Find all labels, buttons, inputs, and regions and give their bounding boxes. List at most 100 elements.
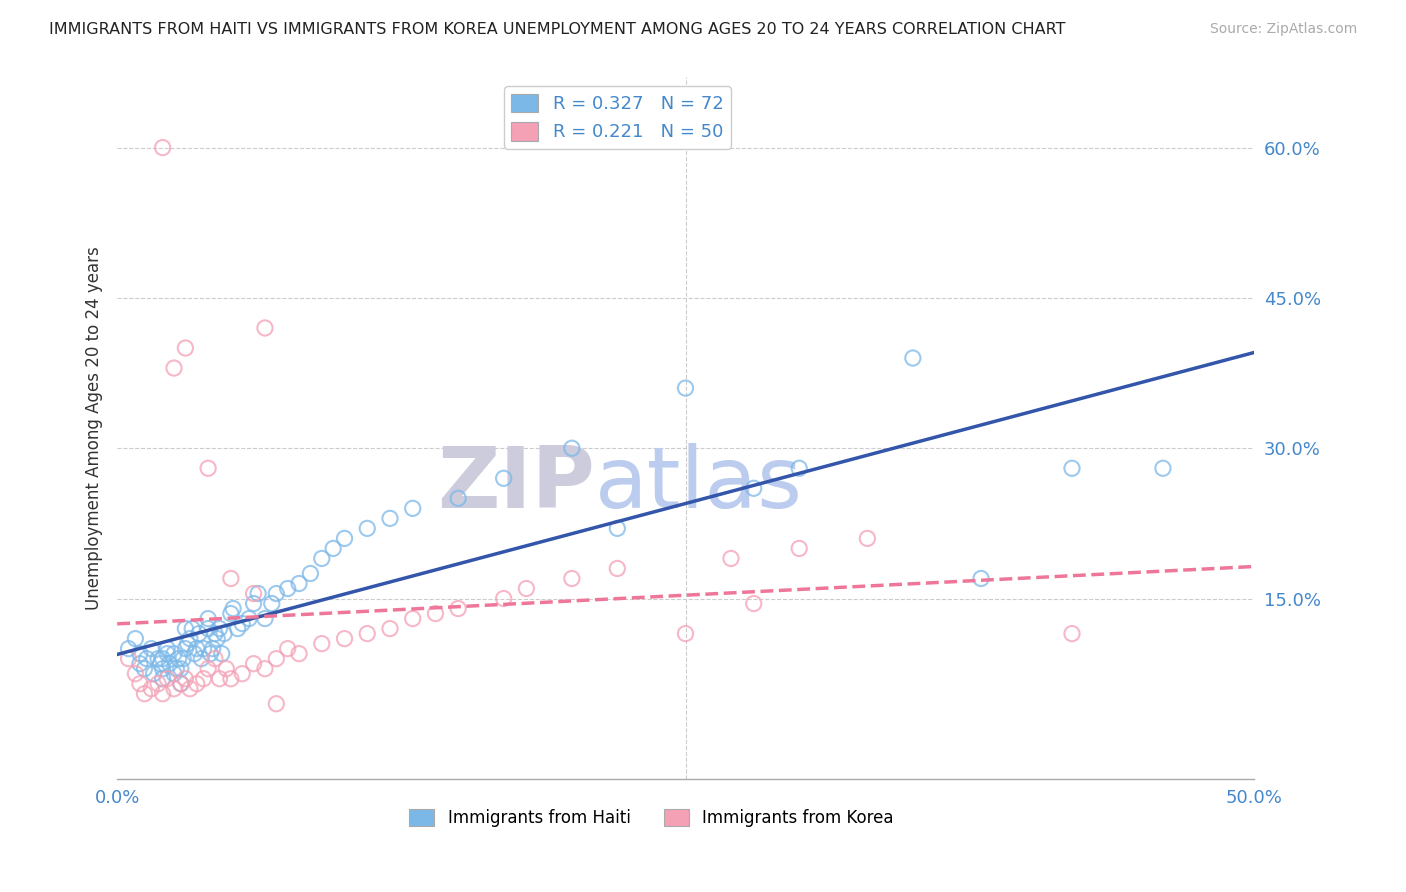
Point: [356, 521, 378, 535]
Point: [901, 351, 924, 365]
Point: [186, 676, 208, 690]
Point: [174, 622, 197, 636]
Point: [253, 662, 276, 676]
Point: [142, 666, 165, 681]
Text: ZIP: ZIP: [437, 442, 595, 525]
Point: [170, 662, 193, 676]
Point: [149, 657, 172, 671]
Point: [146, 651, 169, 665]
Point: [152, 140, 174, 154]
Point: [129, 676, 152, 690]
Point: [163, 361, 186, 376]
Point: [402, 611, 425, 625]
Point: [170, 676, 193, 690]
Point: [197, 662, 219, 676]
Point: [152, 651, 174, 665]
Point: [222, 601, 245, 615]
Point: [742, 597, 765, 611]
Point: [219, 572, 242, 586]
Point: [231, 616, 253, 631]
Point: [188, 626, 211, 640]
Point: [135, 651, 157, 665]
Point: [333, 532, 356, 546]
Point: [205, 632, 228, 646]
Point: [266, 651, 288, 665]
Point: [288, 647, 311, 661]
Point: [124, 632, 146, 646]
Point: [141, 681, 163, 696]
Point: [238, 611, 260, 625]
Point: [333, 632, 356, 646]
Point: [117, 651, 139, 665]
Y-axis label: Unemployment Among Ages 20 to 24 years: Unemployment Among Ages 20 to 24 years: [86, 246, 103, 610]
Point: [174, 341, 197, 355]
Point: [242, 597, 264, 611]
Point: [311, 637, 333, 651]
Point: [425, 607, 447, 621]
Point: [720, 551, 742, 566]
Point: [253, 321, 276, 335]
Point: [260, 597, 283, 611]
Point: [179, 681, 201, 696]
Point: [215, 662, 238, 676]
Point: [447, 491, 470, 506]
Point: [378, 511, 401, 525]
Point: [226, 622, 249, 636]
Point: [174, 672, 197, 686]
Point: [197, 461, 219, 475]
Point: [675, 626, 697, 640]
Point: [742, 481, 765, 495]
Point: [129, 657, 152, 671]
Point: [266, 586, 288, 600]
Point: [163, 647, 186, 661]
Text: Source: ZipAtlas.com: Source: ZipAtlas.com: [1209, 22, 1357, 37]
Point: [277, 641, 299, 656]
Point: [970, 572, 993, 586]
Point: [174, 641, 197, 656]
Point: [117, 641, 139, 656]
Point: [156, 647, 179, 661]
Point: [183, 647, 205, 661]
Point: [134, 687, 156, 701]
Point: [675, 381, 697, 395]
Point: [156, 672, 179, 686]
Point: [606, 521, 628, 535]
Point: [561, 572, 583, 586]
Point: [129, 647, 152, 661]
Point: [197, 622, 219, 636]
Point: [186, 641, 208, 656]
Point: [152, 687, 174, 701]
Point: [204, 626, 226, 640]
Point: [1152, 461, 1174, 475]
Point: [606, 561, 628, 575]
Point: [378, 622, 401, 636]
Point: [163, 681, 186, 696]
Point: [219, 672, 242, 686]
Point: [242, 657, 264, 671]
Point: [402, 501, 425, 516]
Point: [163, 666, 186, 681]
Point: [266, 697, 288, 711]
Point: [247, 586, 270, 600]
Point: [134, 662, 156, 676]
Point: [856, 532, 879, 546]
Point: [141, 641, 163, 656]
Point: [787, 541, 810, 556]
Point: [231, 666, 253, 681]
Point: [200, 647, 222, 661]
Point: [146, 676, 169, 690]
Point: [787, 461, 810, 475]
Text: IMMIGRANTS FROM HAITI VS IMMIGRANTS FROM KOREA UNEMPLOYMENT AMONG AGES 20 TO 24 : IMMIGRANTS FROM HAITI VS IMMIGRANTS FROM…: [49, 22, 1066, 37]
Point: [170, 676, 193, 690]
Point: [181, 622, 204, 636]
Point: [152, 672, 174, 686]
Point: [190, 651, 212, 665]
Point: [193, 641, 215, 656]
Point: [322, 541, 344, 556]
Point: [1060, 461, 1083, 475]
Point: [515, 582, 537, 596]
Text: atlas: atlas: [595, 442, 803, 525]
Point: [208, 672, 231, 686]
Point: [176, 637, 198, 651]
Point: [277, 582, 299, 596]
